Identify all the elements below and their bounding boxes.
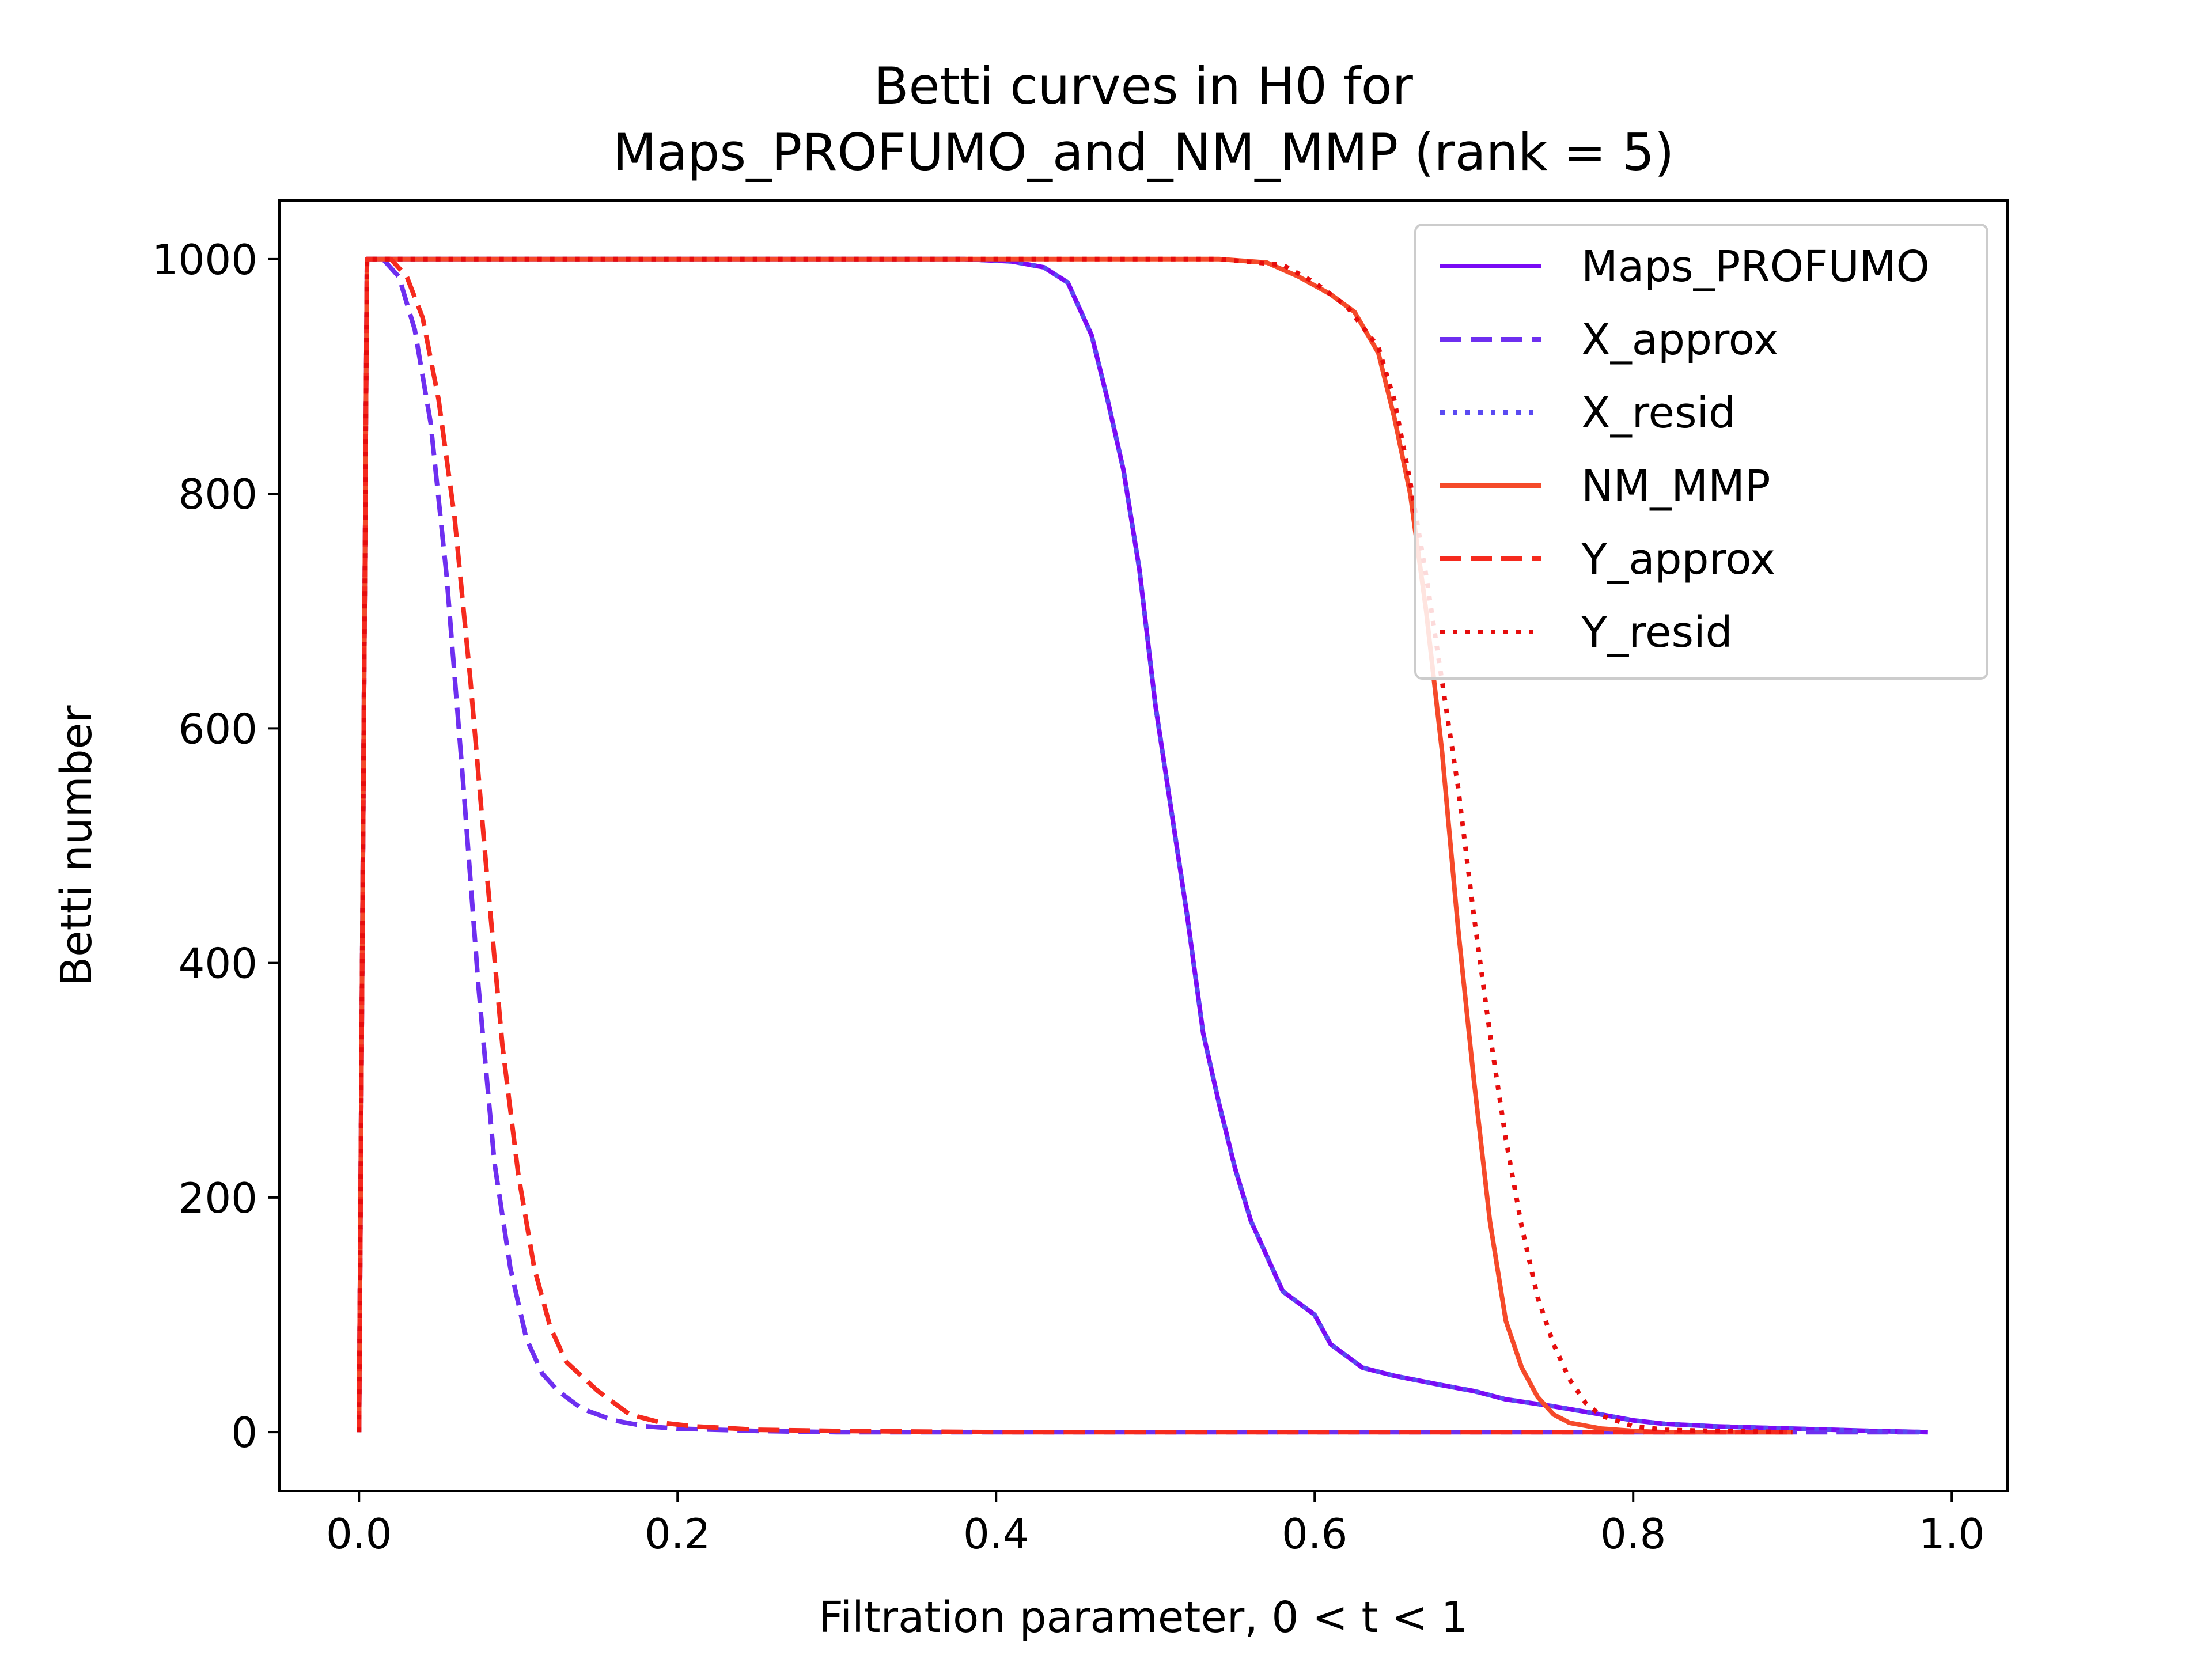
x-axis-label: Filtration parameter, 0 < t < 1 [819,1593,1468,1642]
y-tick-label: 200 [179,1174,257,1222]
y-axis: 0 200 400 600 800 1000 [152,236,279,1457]
series-layer [357,256,1928,1435]
y-tick-label: 0 [231,1408,257,1457]
legend-label: Y_approx [1581,535,1775,584]
series-line-y-approx [357,256,1793,1435]
x-tick-label: 0.6 [1282,1510,1348,1558]
y-tick-label: 800 [179,470,257,518]
x-axis: 0.0 0.2 0.4 0.6 0.8 1.0 [326,1491,1984,1558]
legend-label: Y_resid [1581,608,1733,657]
plot-frame [278,199,2009,1492]
legend-label: NM_MMP [1581,461,1771,511]
x-tick-label: 0.0 [326,1510,392,1558]
x-tick-label: 1.0 [1919,1510,1985,1558]
x-tick-label: 0.2 [645,1510,711,1558]
y-tick-label: 600 [179,704,257,753]
y-tick-label: 1000 [152,236,257,284]
x-tick-label: 0.8 [1600,1510,1666,1558]
y-tick-label: 400 [179,940,257,988]
legend-frame [1414,224,1988,680]
legend: Maps_PROFUMO X_approx X_resid NM_MMP Y_appro… [1414,224,1988,680]
y-axis-label: Betti number [52,705,101,986]
legend-label: X_resid [1581,388,1736,438]
x-tick-label: 0.4 [963,1510,1029,1558]
plot-area [278,199,2009,1492]
chart-title-line-2: Maps_PROFUMO_and_NM_MMP (rank = 5) [613,123,1675,182]
legend-label: Maps_PROFUMO [1581,242,1930,291]
series-line-maps-profumo [357,256,1928,1435]
legend-label: X_approx [1581,315,1779,365]
chart-title-line-1: Betti curves in H0 for [874,56,1413,116]
